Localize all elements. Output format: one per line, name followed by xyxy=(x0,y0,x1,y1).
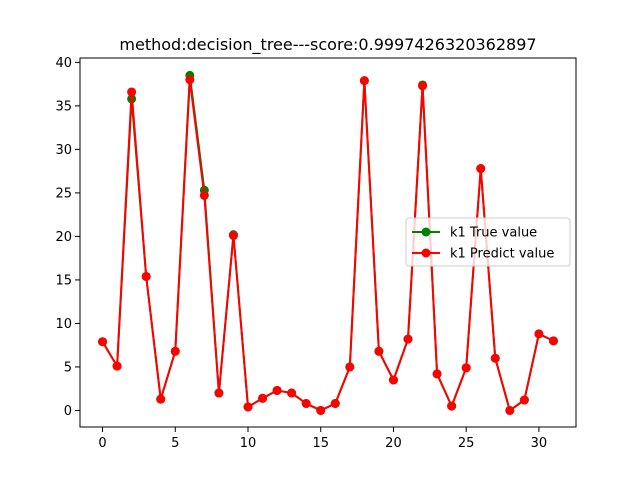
x-tick-label: 25 xyxy=(458,436,475,451)
y-tick-label: 35 xyxy=(55,99,72,114)
chart-title: method:decision_tree---score:0.999742632… xyxy=(119,35,536,55)
predict-value-point xyxy=(548,336,558,346)
x-tick-label: 0 xyxy=(98,436,106,451)
predict-value-point xyxy=(374,346,384,356)
predict-value-point xyxy=(272,385,282,395)
y-tick-label: 0 xyxy=(64,404,72,419)
predict-value-point xyxy=(98,337,108,347)
predict-value-point xyxy=(345,362,355,372)
legend-marker-predict xyxy=(421,248,431,258)
predict-value-point xyxy=(388,375,398,385)
predict-value-point xyxy=(214,388,224,398)
predict-value-point xyxy=(141,271,151,281)
predict-value-point xyxy=(403,334,413,344)
predict-value-point xyxy=(156,394,166,404)
predict-value-point xyxy=(432,369,442,379)
predict-value-point xyxy=(519,395,529,405)
predict-value-point xyxy=(301,399,311,409)
y-tick-label: 30 xyxy=(55,143,72,158)
predict-value-point xyxy=(185,75,195,85)
predict-value-point xyxy=(228,231,238,241)
predict-value-point xyxy=(534,329,544,339)
predict-value-point xyxy=(316,405,326,415)
predict-value-point xyxy=(243,402,253,412)
predict-value-point xyxy=(447,401,457,411)
y-tick-label: 5 xyxy=(64,360,72,375)
predict-value-point xyxy=(330,399,340,409)
x-tick-label: 5 xyxy=(171,436,179,451)
x-axis: 0 5 10 15 20 25 30 xyxy=(98,427,547,451)
predict-value-point xyxy=(199,191,209,201)
y-tick-label: 15 xyxy=(55,273,72,288)
legend-box xyxy=(405,217,571,267)
series-layer xyxy=(98,70,558,415)
predict-value-point xyxy=(258,393,268,403)
y-tick-label: 40 xyxy=(55,56,72,71)
predict-value-point xyxy=(170,346,180,356)
predict-value-point xyxy=(359,76,369,86)
predict-value-point xyxy=(127,87,137,97)
x-tick-label: 10 xyxy=(240,436,257,451)
x-tick-label: 20 xyxy=(385,436,402,451)
legend-marker-true xyxy=(421,227,431,237)
x-tick-label: 15 xyxy=(312,436,329,451)
predict-value-point xyxy=(505,405,515,415)
predict-value-point xyxy=(490,353,500,363)
y-tick-label: 25 xyxy=(55,186,72,201)
predict-value-point xyxy=(287,388,297,398)
predict-value-point xyxy=(418,81,428,91)
predict-value-point xyxy=(476,164,486,174)
y-tick-label: 20 xyxy=(55,230,72,245)
predict-value-point xyxy=(112,361,122,371)
predict-value-line xyxy=(101,78,554,412)
legend: k1 True value k1 Predict value xyxy=(405,217,571,267)
y-axis: 0 5 10 15 20 25 30 35 40 xyxy=(55,56,80,419)
x-tick-label: 30 xyxy=(531,436,548,451)
predict-value-point xyxy=(461,363,471,373)
legend-label-true: k1 True value xyxy=(450,226,537,241)
y-tick-label: 10 xyxy=(55,317,72,332)
legend-label-predict: k1 Predict value xyxy=(450,247,554,262)
